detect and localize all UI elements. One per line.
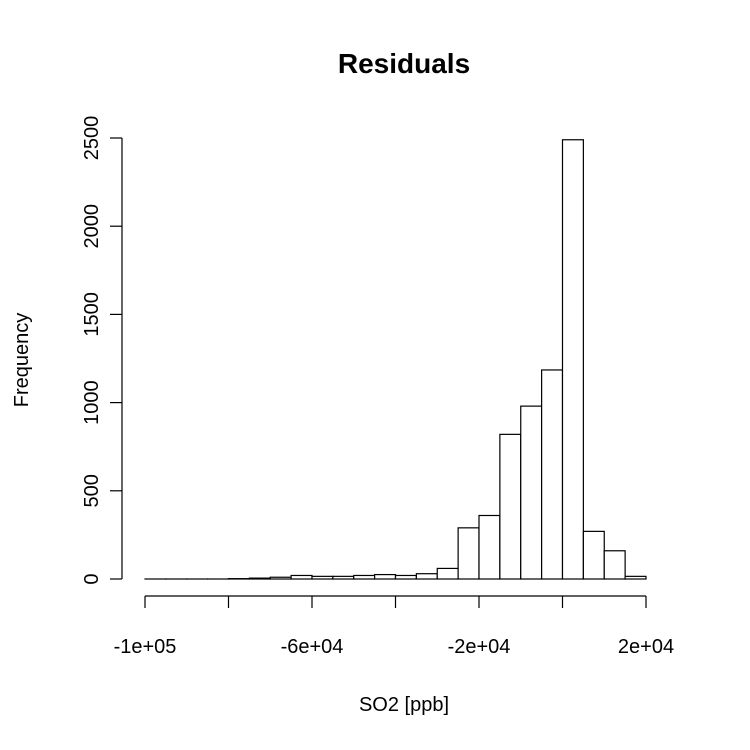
y-axis: 0 500 1000 1500 2000 2500 <box>81 116 123 585</box>
y-tick-label: 2500 <box>81 116 103 161</box>
histogram-bar <box>311 575 334 580</box>
histogram-bar <box>457 527 480 580</box>
histogram-bar <box>248 577 271 580</box>
y-tick-label: 2000 <box>81 204 103 249</box>
x-axis: -1e+05 -6e+04 -2e+04 2e+04 <box>114 595 674 658</box>
y-tick-label: 1500 <box>81 292 103 337</box>
y-tick-label: 0 <box>81 573 103 584</box>
histogram-bar <box>269 576 292 580</box>
histogram-bar <box>603 550 626 580</box>
histogram-bar <box>290 574 313 580</box>
x-tick-label: 2e+04 <box>618 636 674 658</box>
y-tick-label: 1000 <box>81 380 103 425</box>
histogram-bar <box>394 574 417 580</box>
histogram-bar <box>374 573 397 580</box>
histogram-bar <box>561 139 584 580</box>
x-axis-label: SO2 [ppb] <box>359 694 449 716</box>
x-tick-label: -2e+04 <box>448 636 511 658</box>
histogram-bars <box>144 139 647 580</box>
x-tick-label: -1e+05 <box>114 636 177 658</box>
histogram-bar <box>499 433 522 580</box>
y-tick-label: 500 <box>81 474 103 507</box>
histogram-bar <box>353 574 376 580</box>
histogram-bar <box>478 514 501 580</box>
x-tick-label: -6e+04 <box>281 636 344 658</box>
y-axis-label: Frequency <box>11 313 33 408</box>
chart-title: Residuals <box>338 48 470 79</box>
histogram-bar <box>332 575 355 580</box>
histogram-bar <box>520 405 543 580</box>
histogram-bar <box>541 369 564 580</box>
histogram-bar <box>415 573 438 580</box>
histogram-bar <box>582 530 605 580</box>
histogram-bar <box>436 567 459 580</box>
histogram-bar <box>624 575 647 580</box>
